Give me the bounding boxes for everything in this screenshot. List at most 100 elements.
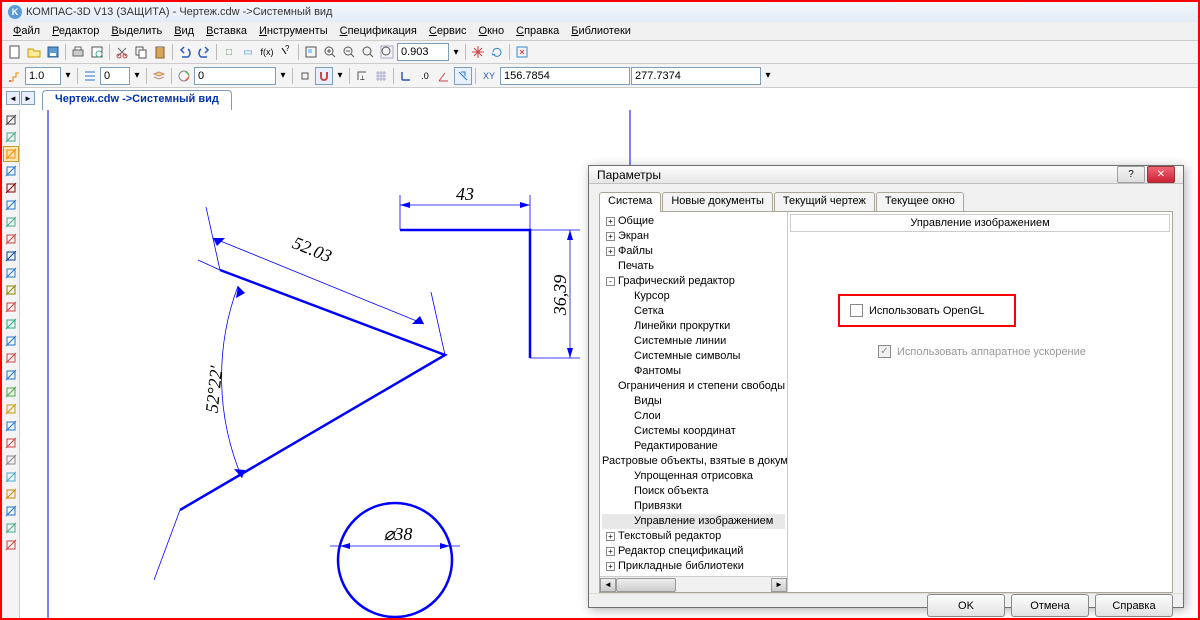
tree-node[interactable]: Фантомы xyxy=(602,364,785,379)
tb-frame-icon[interactable] xyxy=(302,43,320,61)
tb-help-icon[interactable]: ? xyxy=(277,43,295,61)
dialog-tab-3[interactable]: Текущее окно xyxy=(876,192,964,212)
layer-icon[interactable] xyxy=(150,67,168,85)
angle-dd[interactable]: ▾ xyxy=(277,67,289,85)
tree-node[interactable]: Виды xyxy=(602,394,785,409)
tree-node[interactable]: Курсор xyxy=(602,289,785,304)
step-icon[interactable] xyxy=(6,67,24,85)
tree-node[interactable]: Поиск объекта xyxy=(602,484,785,499)
menu-файл[interactable]: Файл xyxy=(8,24,45,38)
menu-инструменты[interactable]: Инструменты xyxy=(254,24,333,38)
tree-node[interactable]: Слои xyxy=(602,409,785,424)
left-tool-t5-icon[interactable] xyxy=(3,401,19,417)
tree-node[interactable]: +Текстовый редактор xyxy=(602,529,785,544)
tree-horizontal-scrollbar[interactable]: ◄ ► xyxy=(600,576,787,592)
left-tool-geom-icon[interactable] xyxy=(3,146,19,162)
coord-y-input[interactable] xyxy=(631,67,761,85)
tab-nav-right-icon[interactable]: ► xyxy=(21,91,35,105)
param-icon[interactable] xyxy=(454,67,472,85)
left-tool-meas-icon[interactable] xyxy=(3,248,19,264)
snap1-icon[interactable] xyxy=(296,67,314,85)
left-tool-text-icon[interactable] xyxy=(3,180,19,196)
left-tool-arrow-icon[interactable] xyxy=(3,112,19,128)
dialog-tab-1[interactable]: Новые документы xyxy=(662,192,773,212)
coord-x-input[interactable] xyxy=(500,67,630,85)
tree-node[interactable]: Ограничения и степени свободы xyxy=(602,379,785,394)
pan-icon[interactable] xyxy=(469,43,487,61)
tree-node[interactable]: Управление изображением xyxy=(602,514,785,529)
print-icon[interactable] xyxy=(69,43,87,61)
tree-toggle-icon[interactable]: + xyxy=(606,562,615,571)
step-dd[interactable]: ▾ xyxy=(62,67,74,85)
ortho-angle-icon[interactable]: ⟂ xyxy=(353,67,371,85)
zoom-all-icon[interactable] xyxy=(378,43,396,61)
new-icon[interactable] xyxy=(6,43,24,61)
round-icon[interactable]: .0 xyxy=(416,67,434,85)
scale-input[interactable] xyxy=(397,43,449,61)
menu-редактор[interactable]: Редактор xyxy=(47,24,104,38)
undo-icon[interactable] xyxy=(176,43,194,61)
left-tool-t4-icon[interactable] xyxy=(3,384,19,400)
dialog-tab-2[interactable]: Текущий чертеж xyxy=(774,192,875,212)
left-tool-hatch-icon[interactable] xyxy=(3,197,19,213)
left-tool-dim-icon[interactable] xyxy=(3,163,19,179)
tb-b[interactable]: ▭ xyxy=(239,43,257,61)
menu-библиотеки[interactable]: Библиотеки xyxy=(566,24,636,38)
cut-icon[interactable] xyxy=(113,43,131,61)
dialog-close-icon[interactable]: ✕ xyxy=(1147,166,1175,183)
menu-вид[interactable]: Вид xyxy=(169,24,199,38)
tree-node[interactable]: Системные символы xyxy=(602,349,785,364)
dialog-help-icon[interactable]: ? xyxy=(1117,166,1145,183)
zoom-prev-icon[interactable] xyxy=(359,43,377,61)
menu-окно[interactable]: Окно xyxy=(474,24,510,38)
tree-node[interactable]: Линейки прокрутки xyxy=(602,319,785,334)
menu-спецификация[interactable]: Спецификация xyxy=(335,24,422,38)
angle-input[interactable] xyxy=(194,67,276,85)
dialog-titlebar[interactable]: Параметры ? ✕ xyxy=(589,166,1183,184)
help-button[interactable]: Справка xyxy=(1095,594,1173,617)
tree-toggle-icon[interactable]: + xyxy=(606,547,615,556)
tree-node[interactable]: Сетка xyxy=(602,304,785,319)
tree-node[interactable]: Системные линии xyxy=(602,334,785,349)
coord-dd[interactable]: ▾ xyxy=(762,67,774,85)
tree-node[interactable]: +Экран xyxy=(602,229,785,244)
style-dd[interactable]: ▾ xyxy=(131,67,143,85)
zoom-out-icon[interactable] xyxy=(340,43,358,61)
tree-node[interactable]: Редактирование xyxy=(602,439,785,454)
left-tool-t11-icon[interactable] xyxy=(3,503,19,519)
left-tool-t3-icon[interactable] xyxy=(3,367,19,383)
paste-icon[interactable] xyxy=(151,43,169,61)
left-tool-t8-icon[interactable] xyxy=(3,452,19,468)
menu-выделить[interactable]: Выделить xyxy=(106,24,167,38)
tree-node[interactable]: Привязки xyxy=(602,499,785,514)
left-tool-report-icon[interactable] xyxy=(3,299,19,315)
snap-dd[interactable]: ▾ xyxy=(334,67,346,85)
left-tool-t12-icon[interactable] xyxy=(3,520,19,536)
left-tool-t10-icon[interactable] xyxy=(3,486,19,502)
local-cs-icon[interactable] xyxy=(435,67,453,85)
left-tool-line-icon[interactable] xyxy=(3,129,19,145)
save-icon[interactable] xyxy=(44,43,62,61)
tree-node[interactable]: Печать xyxy=(602,259,785,274)
style-icon[interactable] xyxy=(81,67,99,85)
rotate-icon[interactable] xyxy=(488,43,506,61)
refresh-icon[interactable] xyxy=(513,43,531,61)
ortho-icon[interactable] xyxy=(397,67,415,85)
copy-icon[interactable] xyxy=(132,43,150,61)
tb-fx[interactable]: f(x) xyxy=(258,43,276,61)
dialog-tab-0[interactable]: Система xyxy=(599,192,661,212)
left-tool-t2-icon[interactable] xyxy=(3,350,19,366)
step-input[interactable] xyxy=(25,67,61,85)
color-icon[interactable] xyxy=(175,67,193,85)
scroll-right-icon[interactable]: ► xyxy=(771,578,787,592)
tree-toggle-icon[interactable]: + xyxy=(606,247,615,256)
tree-node[interactable]: +Редактор спецификаций xyxy=(602,544,785,559)
style-input[interactable] xyxy=(100,67,130,85)
redo-icon[interactable] xyxy=(195,43,213,61)
left-tool-t7-icon[interactable] xyxy=(3,435,19,451)
tree-node[interactable]: +Общие xyxy=(602,214,785,229)
document-tab[interactable]: Чертеж.cdw ->Системный вид xyxy=(42,90,232,110)
left-tool-edit-icon[interactable] xyxy=(3,214,19,230)
scroll-left-icon[interactable]: ◄ xyxy=(600,578,616,592)
cancel-button[interactable]: Отмена xyxy=(1011,594,1089,617)
